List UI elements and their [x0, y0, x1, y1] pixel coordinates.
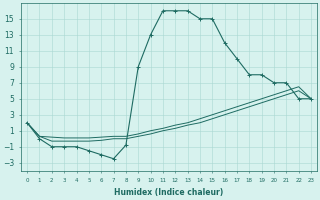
X-axis label: Humidex (Indice chaleur): Humidex (Indice chaleur) — [115, 188, 224, 197]
